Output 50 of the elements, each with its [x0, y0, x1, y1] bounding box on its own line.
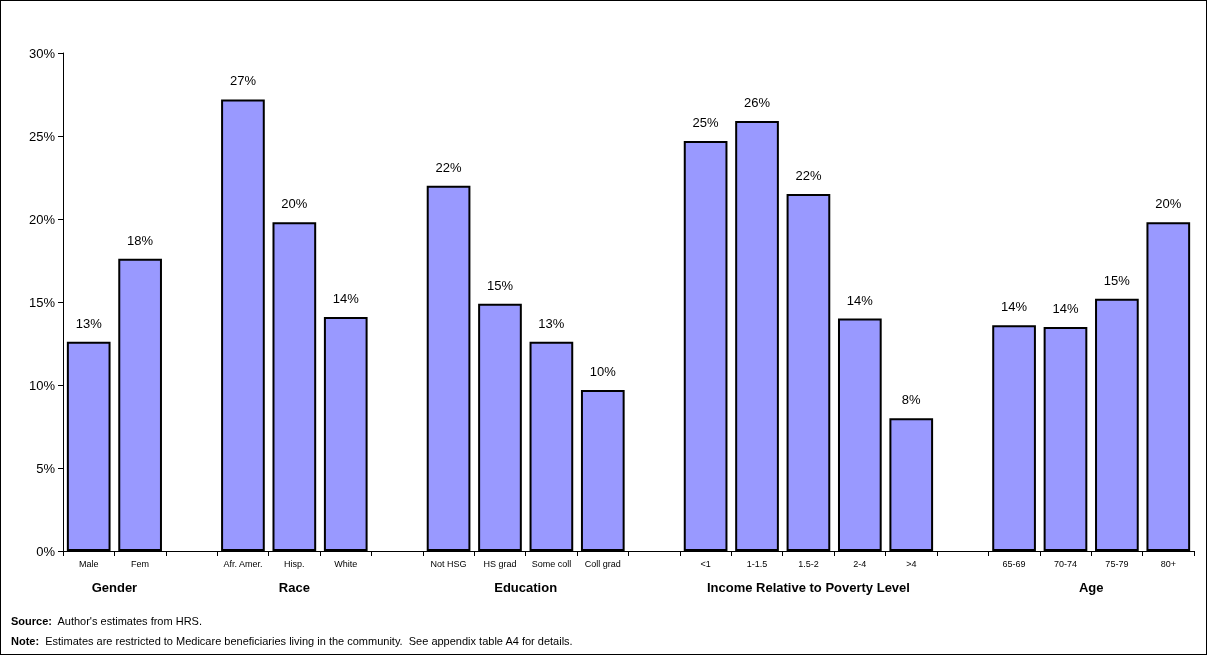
x-tick-label: 75-79 [1105, 558, 1129, 569]
data-label: 13% [538, 315, 565, 331]
y-tick-label: 5% [36, 460, 56, 476]
x-tick-label: Not HSG [430, 558, 467, 569]
data-label: 14% [332, 290, 360, 306]
y-tick-label: 10% [28, 377, 56, 393]
x-tick-label: Afr. Amer. [223, 558, 263, 569]
x-tick-label: 65-69 [1002, 558, 1026, 569]
y-tick-label: 20% [28, 211, 56, 227]
data-label: 18% [127, 232, 154, 248]
x-tick-label: Some coll [531, 558, 572, 569]
data-label: 8% [901, 392, 922, 408]
data-label: 14% [1052, 300, 1079, 316]
data-label: 26% [744, 95, 771, 111]
x-tick-label: 80+ [1160, 558, 1176, 569]
data-label: 15% [486, 277, 514, 293]
x-tick-label: 1-1.5 [746, 558, 768, 569]
data-label: 15% [1103, 272, 1131, 288]
data-label: 25% [692, 114, 720, 130]
y-tick-label: 15% [28, 294, 56, 310]
y-tick-label: 30% [28, 45, 56, 61]
data-label: 10% [589, 363, 617, 379]
data-label: 14% [846, 292, 874, 308]
x-tick-label: Fem [131, 558, 150, 569]
data-label: 20% [1155, 196, 1182, 212]
x-tick-label: Hisp. [284, 558, 305, 569]
data-label: 22% [795, 168, 822, 184]
x-tick-label: Male [78, 558, 99, 569]
text: Note: Estimates are restricted to Medicare beneficiaries living in the community. See appendix table A4 for details. [11, 634, 573, 647]
data-label: 20% [281, 196, 308, 212]
text: Gender [91, 580, 138, 595]
source-note: Source: Author's estimates from HRS. [11, 614, 202, 627]
text: Education [494, 580, 558, 595]
x-tick-label: <1 [700, 558, 711, 569]
x-tick-label: 2-4 [853, 558, 867, 569]
x-tick-label: HS grad [483, 558, 517, 569]
data-label: 22% [435, 159, 463, 175]
x-tick-label: White [334, 558, 358, 569]
text: Age [1078, 580, 1104, 595]
y-tick-label: 0% [36, 543, 56, 559]
y-tick-label: 25% [28, 128, 56, 144]
x-tick-label: 70-74 [1053, 558, 1077, 569]
data-label: 14% [1001, 299, 1028, 315]
x-tick-label: Coll grad [584, 558, 621, 569]
data-label: 27% [229, 73, 257, 89]
x-tick-label: >4 [906, 558, 917, 569]
text: Income Relative to Poverty Level [706, 580, 910, 595]
text: Race [278, 580, 310, 595]
x-tick-label: 1.5-2 [798, 558, 819, 569]
data-label: 13% [75, 315, 103, 331]
